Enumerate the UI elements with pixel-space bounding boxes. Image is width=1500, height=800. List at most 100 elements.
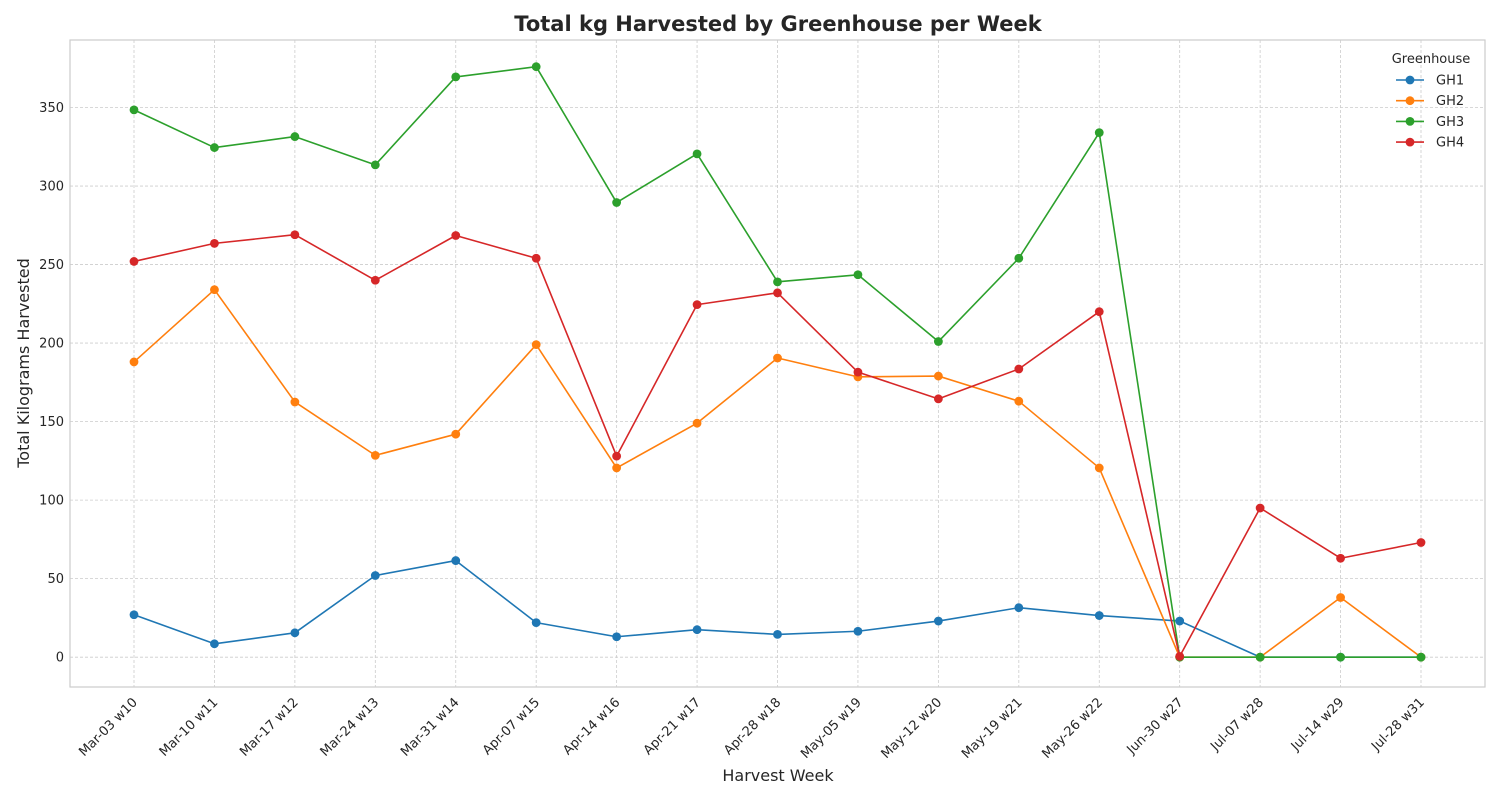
legend-item-GH2: GH2 [1396, 94, 1464, 109]
x-tick-label: Apr-14 w16 [560, 695, 623, 758]
data-point [1014, 253, 1024, 263]
y-tick-label: 0 [56, 651, 64, 666]
x-tick-label: Jul-28 w31 [1368, 695, 1428, 755]
legend-label: GH2 [1436, 94, 1464, 109]
data-point [370, 450, 380, 460]
x-tick-label: Jul-14 w29 [1288, 695, 1348, 755]
y-tick-label: 100 [39, 494, 64, 509]
data-point [210, 285, 219, 295]
legend-items: GH1 GH2 GH3 GH4 [1396, 74, 1464, 151]
data-point [1336, 553, 1345, 563]
x-tick-label: May-12 w20 [879, 695, 946, 762]
x-tick-label: Mar-03 w10 [76, 695, 141, 760]
data-point [692, 418, 702, 428]
legend-label: GH3 [1436, 115, 1464, 130]
data-point [612, 463, 622, 473]
y-axis-label: Total Kilograms Harvested [14, 258, 33, 469]
data-point [451, 429, 461, 439]
data-point [129, 257, 139, 266]
data-point [1416, 652, 1426, 662]
data-point [612, 198, 622, 207]
data-point [290, 230, 300, 240]
legend-marker [1405, 117, 1415, 126]
data-point [451, 72, 461, 82]
data-point [1175, 651, 1185, 661]
data-point [1336, 652, 1345, 662]
data-point [1255, 503, 1265, 513]
data-point [773, 288, 782, 298]
data-point [210, 639, 219, 649]
grid-lines [70, 40, 1485, 687]
data-point [1014, 364, 1024, 374]
data-point [129, 610, 139, 620]
chart-title: Total kg Harvested by Greenhouse per Wee… [514, 12, 1042, 36]
data-point [692, 300, 702, 310]
data-point [451, 231, 461, 240]
series-lines [129, 62, 1426, 662]
data-point [1014, 603, 1024, 613]
data-point [853, 626, 863, 636]
y-tick-label: 200 [39, 337, 64, 352]
data-point [370, 160, 380, 170]
data-point [773, 629, 782, 639]
series-GH4 [129, 230, 1426, 661]
data-point [531, 253, 541, 263]
data-point [612, 632, 622, 642]
data-point [773, 353, 782, 363]
x-tick-label: Jul-07 w28 [1207, 695, 1267, 755]
y-tick-label: 300 [39, 180, 64, 195]
data-point [290, 628, 300, 638]
data-point [773, 277, 782, 287]
x-tick-label: Jun-30 w27 [1124, 695, 1187, 758]
x-tick-label: Apr-21 w17 [641, 695, 704, 758]
data-point [692, 149, 702, 159]
data-point [290, 397, 300, 407]
legend-label: GH4 [1436, 136, 1464, 151]
data-point [1416, 538, 1426, 547]
data-point [210, 143, 219, 152]
x-tick-label: Mar-31 w14 [398, 695, 463, 760]
x-tick-label: May-05 w19 [798, 695, 865, 762]
data-point [933, 371, 943, 381]
x-tick-label: Mar-10 w11 [157, 695, 222, 760]
legend: Greenhouse GH1 GH2 GH3 GH4 [1392, 52, 1471, 151]
y-tick-label: 50 [47, 572, 64, 587]
x-axis-label: Harvest Week [722, 766, 834, 785]
data-point [1014, 396, 1024, 406]
data-point [531, 62, 541, 72]
data-point [933, 394, 943, 404]
data-point [129, 105, 139, 115]
legend-item-GH3: GH3 [1396, 115, 1464, 130]
y-tick-label: 350 [39, 101, 64, 116]
data-point [853, 367, 863, 377]
x-tick-label: May-19 w21 [959, 695, 1026, 762]
data-point [933, 616, 943, 626]
data-point [210, 238, 219, 248]
data-point [692, 625, 702, 635]
legend-item-GH4: GH4 [1396, 136, 1464, 151]
legend-marker [1405, 75, 1415, 85]
legend-item-GH1: GH1 [1396, 74, 1464, 89]
data-point [1175, 616, 1185, 626]
data-point [1094, 463, 1104, 473]
data-point [612, 451, 622, 461]
x-tick-label: Mar-17 w12 [237, 695, 302, 760]
data-point [129, 357, 139, 367]
data-point [451, 556, 461, 565]
data-point [290, 132, 300, 141]
data-point [370, 571, 380, 580]
data-point [1336, 593, 1345, 602]
data-point [853, 270, 863, 280]
legend-marker [1405, 96, 1415, 106]
x-axis-ticks: Mar-03 w10 Mar-10 w11 Mar-17 w12 Mar-24 w13… [76, 695, 1428, 762]
data-point [1094, 611, 1104, 620]
data-point [1255, 652, 1265, 662]
data-point [531, 618, 541, 628]
y-axis-ticks: 0 50 100 150 200 250 300 350 [39, 101, 64, 666]
x-tick-label: Mar-24 w13 [318, 695, 383, 760]
data-point [1094, 307, 1104, 317]
data-point [370, 275, 380, 285]
y-tick-label: 150 [39, 415, 64, 430]
x-tick-label: Apr-28 w18 [721, 695, 784, 758]
